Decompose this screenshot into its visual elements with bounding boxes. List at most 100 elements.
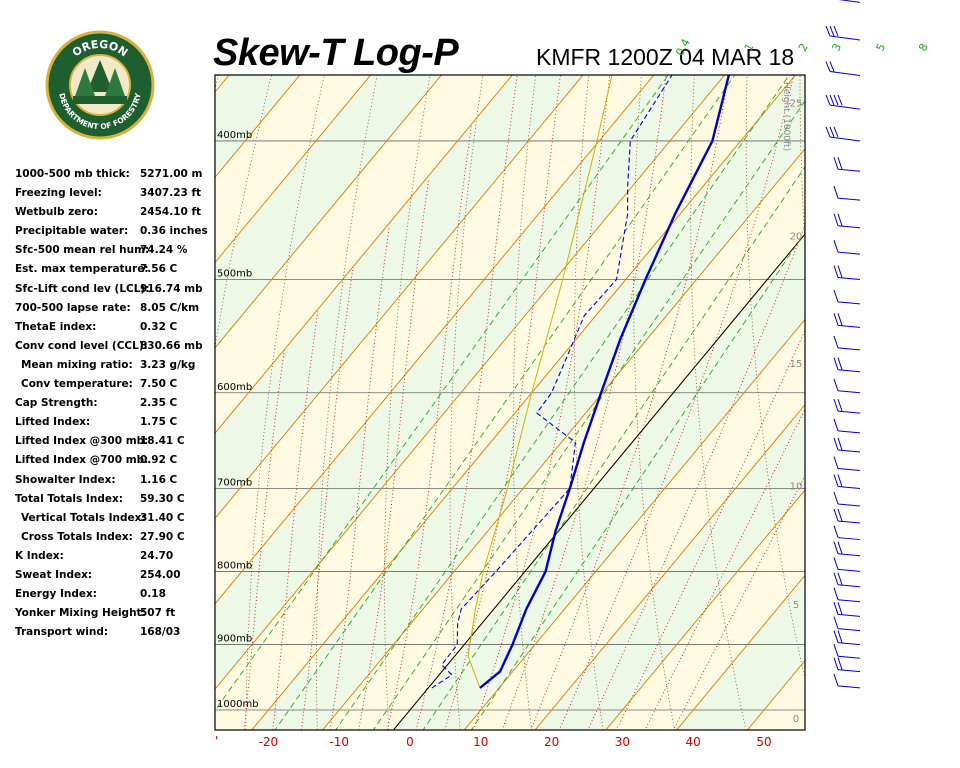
wind-barb-shaft (837, 251, 861, 255)
wind-barb-feather (833, 335, 839, 349)
height-tick-label: 0 (793, 714, 799, 725)
wind-barb-shaft (837, 537, 861, 541)
dewpoint-profile-line (431, 75, 673, 689)
mixing-ratio-label: 3 (829, 41, 844, 53)
isotherm-line (322, 148, 805, 730)
index-label: Conv temperature: (21, 378, 133, 391)
index-label: Energy Index: (15, 588, 97, 601)
wind-barb-feather (833, 418, 839, 431)
index-row: Mean mixing ratio: 3.23 g/kg (15, 359, 215, 378)
dry-adiabat (449, 75, 484, 730)
pressure-label: 1000mb (217, 699, 259, 710)
dry-adiabat (384, 75, 431, 730)
wind-barb-feather (833, 557, 839, 570)
index-value: 0.32 C (140, 320, 178, 333)
index-value: 24.70 (140, 549, 174, 562)
index-row: Lifted Index: 1.75 C (15, 416, 215, 435)
wind-barb-feather (837, 398, 843, 412)
index-label: Lifted Index @700 mb: (15, 454, 149, 467)
wind-barb-shaft (837, 685, 861, 689)
wind-barb-shaft (837, 553, 861, 557)
wind-barb-feather (825, 126, 831, 138)
index-row: K Index: 24.70 (15, 550, 215, 569)
mixing-ratio-label: 8 (916, 41, 931, 53)
x-tick-label: 40 (686, 735, 701, 749)
wind-barb-feather (837, 313, 843, 326)
index-value: 5271.00 m (140, 168, 203, 180)
index-label: K Index: (15, 549, 64, 562)
wind-barb-shaft (829, 71, 861, 77)
wind-barb-feather (833, 240, 839, 253)
wind-barb-shaft (829, 35, 861, 41)
wind-barb-feather (833, 157, 839, 170)
mixing-ratio-line (274, 75, 736, 730)
moist-adiabat (272, 309, 319, 730)
index-label: Showalter Index: (15, 473, 116, 486)
index-row: Total Totals Index: 59.30 C (15, 493, 215, 512)
wind-barb-feather (833, 456, 839, 469)
wind-barb-feather (833, 313, 839, 326)
dry-adiabat (903, 0, 960, 740)
wind-barb-feather (833, 491, 839, 505)
index-label: Lifted Index @300 mb: (15, 435, 149, 448)
isotherm-line (605, 489, 805, 730)
wind-barb-feather (837, 357, 843, 370)
wind-barb-feather (829, 61, 835, 72)
index-value: 507 ft (140, 607, 176, 620)
index-value: 3.23 g/kg (140, 358, 196, 371)
index-row: ThetaE index: 0.32 C (15, 321, 215, 340)
index-value: 916.74 mb (140, 282, 203, 295)
wind-barb-feather (833, 357, 839, 370)
index-value: 31.40 C (140, 511, 185, 524)
wind-barb-shaft (837, 520, 861, 524)
wind-barb-shaft (838, 0, 861, 3)
height-tick-label: 25 (790, 99, 803, 110)
wind-barb-shaft (837, 503, 861, 507)
moist-adiabat (329, 227, 390, 730)
index-row: Showalter Index: 1.16 C (15, 474, 215, 493)
index-label: Cap Strength: (15, 397, 98, 410)
index-value: 0.92 C (140, 454, 178, 467)
index-label: ThetaE index: (15, 320, 97, 333)
wind-barb-feather (837, 94, 843, 106)
wind-barb-shaft (829, 104, 861, 110)
index-label: Est. max temperature: (15, 263, 149, 276)
wind-barb-feather (833, 572, 839, 585)
moist-adiabat (415, 75, 518, 730)
wind-barb-feather (825, 61, 831, 72)
index-row: Est. max temperature: 7.56 C (15, 263, 215, 282)
mixing-ratio-label: 1 (742, 41, 757, 53)
index-value: 3407.23 ft (140, 187, 202, 200)
index-label: Conv cond level (CCL): (15, 339, 148, 352)
wind-barb-shaft (837, 449, 861, 453)
wind-barb-feather (833, 437, 839, 451)
index-value: 254.00 (140, 568, 181, 581)
wind-barb-shaft (837, 584, 861, 588)
wind-barb-shaft (837, 467, 861, 471)
index-row: Lifted Index @700 mb: 0.92 C (15, 454, 215, 473)
wind-barb-feather (833, 602, 839, 615)
wind-barb-feather (837, 541, 843, 554)
index-value: 59.30 C (140, 492, 185, 505)
wind-barb-feather (829, 94, 835, 106)
wind-barb-shaft (837, 642, 861, 646)
svg-text:OREGON: OREGON (70, 38, 130, 60)
height-tick-label: 5 (793, 600, 799, 611)
wind-barb-feather (837, 474, 843, 487)
temperature-profile-line (479, 75, 731, 689)
wind-barb-feather (833, 185, 839, 199)
wind-barb-feather (837, 630, 843, 643)
index-label: Total Totals Index: (15, 492, 123, 505)
zero-isotherm (392, 233, 805, 730)
isotherm-line (215, 75, 584, 520)
index-label: Sfc-Lift cond lev (LCL): (15, 282, 150, 295)
station-time-label: KMFR 1200Z 04 MAR 18 (536, 44, 795, 70)
wind-barb-shaft (837, 369, 861, 373)
wind-barb-feather (833, 213, 839, 226)
wind-barb-feather (833, 587, 839, 600)
wind-barb-feather (837, 213, 843, 226)
isotherm-line (805, 0, 960, 746)
moist-adiabat (386, 125, 472, 730)
index-value: 2454.10 ft (140, 206, 202, 219)
